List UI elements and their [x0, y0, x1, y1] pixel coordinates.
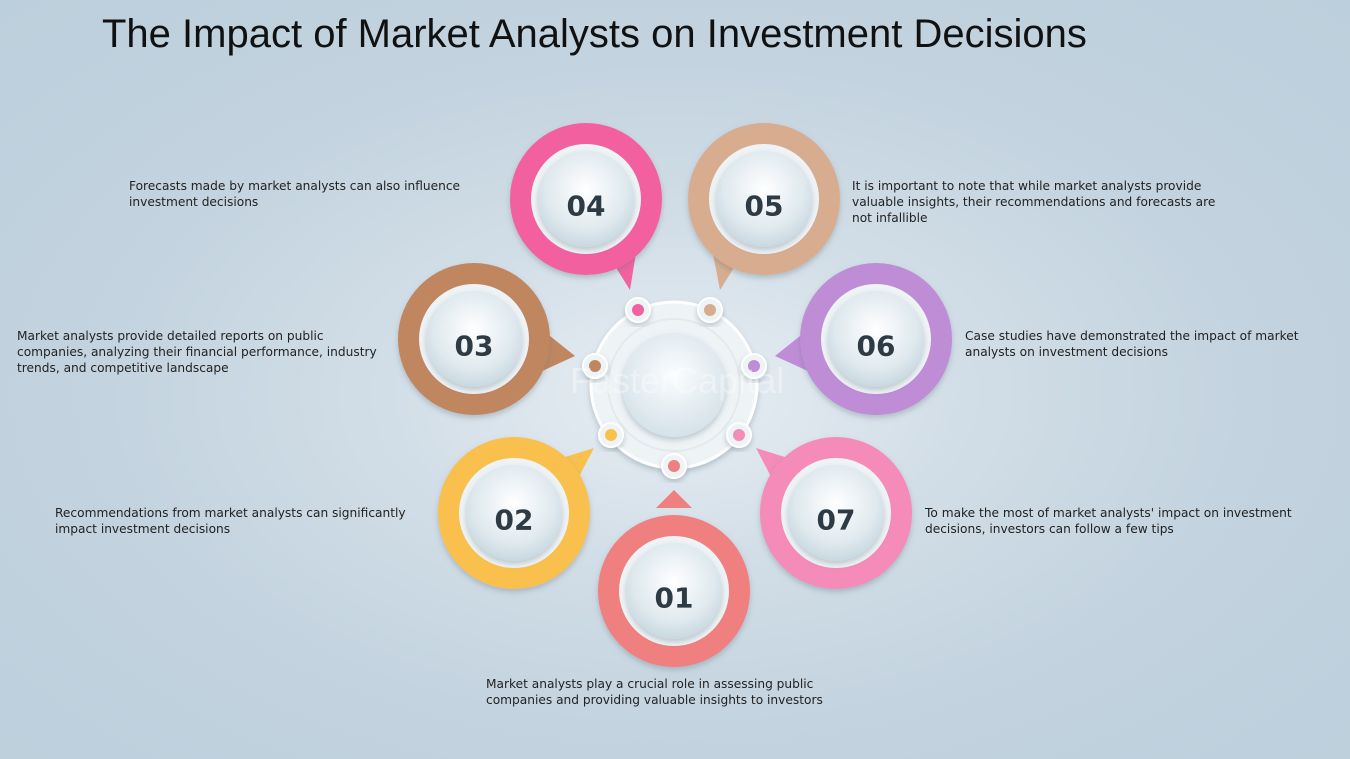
step-number-03: 03 — [455, 330, 494, 363]
connector-dot-04 — [626, 298, 650, 322]
connector-dot-07 — [727, 423, 751, 447]
step-number-02: 02 — [495, 504, 534, 537]
step-number-04: 04 — [567, 190, 606, 223]
step-number-01: 01 — [655, 582, 694, 615]
step-text-03: Market analysts provide detailed reports… — [17, 328, 387, 376]
step-number-07: 07 — [817, 504, 856, 537]
step-text-07: To make the most of market analysts' imp… — [925, 505, 1305, 537]
step-bubble-02: 02 — [438, 437, 594, 589]
step-text-02: Recommendations from market analysts can… — [55, 505, 415, 537]
connector-dot-05 — [698, 298, 722, 322]
step-text-04: Forecasts made by market analysts can al… — [129, 178, 469, 210]
step-bubble-07: 07 — [756, 437, 912, 589]
step-text-06: Case studies have demonstrated the impac… — [965, 328, 1310, 360]
step-bubble-05: 05 — [688, 123, 840, 290]
step-bubble-03: 03 — [398, 263, 575, 415]
connector-dot-02 — [599, 423, 623, 447]
connector-dot-01 — [662, 454, 686, 478]
step-text-05: It is important to note that while marke… — [852, 178, 1222, 226]
step-bubble-04: 04 — [510, 123, 662, 290]
step-bubble-01: 01 — [598, 490, 750, 667]
step-number-05: 05 — [745, 190, 784, 223]
step-bubble-06: 06 — [775, 263, 952, 415]
step-number-06: 06 — [857, 330, 896, 363]
watermark-logo: FasterCapital — [570, 360, 784, 402]
step-text-01: Market analysts play a crucial role in a… — [486, 676, 836, 708]
